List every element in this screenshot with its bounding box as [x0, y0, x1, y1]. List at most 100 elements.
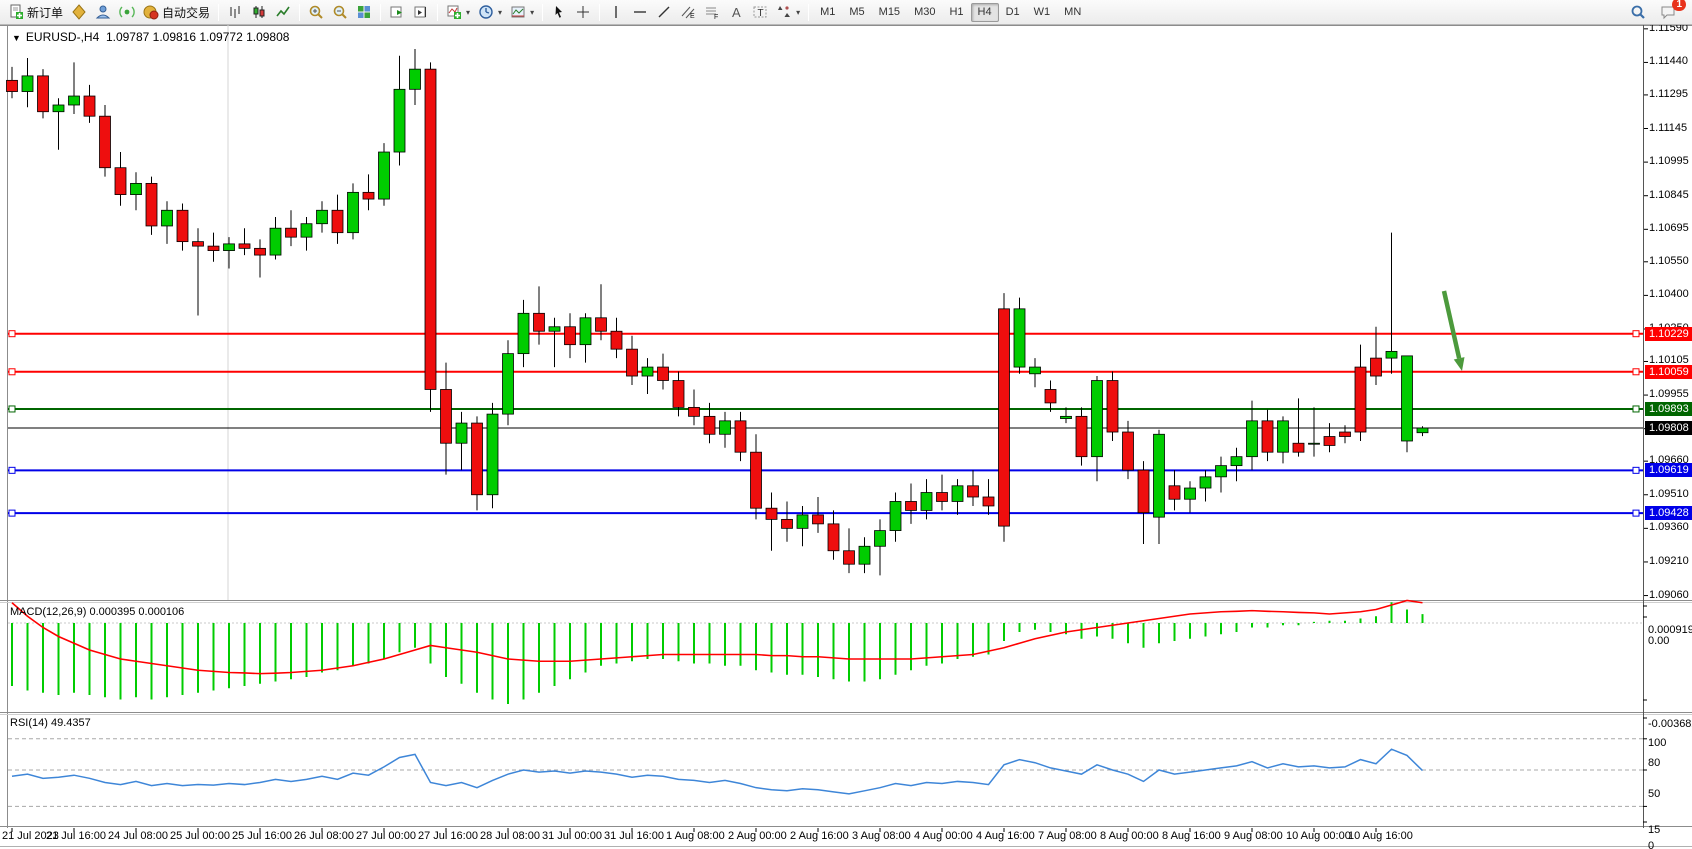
time-axis-label: 2 Aug 00:00 [728, 830, 787, 842]
new-order-button[interactable]: 新订单 [4, 2, 67, 23]
candle-body [207, 245, 220, 251]
zoom-in-button[interactable] [304, 2, 328, 23]
price-axis-label: 1.11440 [1649, 55, 1688, 68]
candle-body [765, 507, 778, 520]
time-axis-label: 9 Aug 08:00 [1224, 830, 1283, 842]
candle-body [316, 209, 328, 225]
fibonacci-button[interactable]: F [700, 2, 724, 23]
price-axis-label: 1.10550 [1649, 254, 1689, 267]
candle-body [1277, 420, 1289, 453]
candle-body [1401, 355, 1413, 442]
candle-body [889, 501, 902, 531]
hline-anchor-square[interactable] [8, 330, 16, 338]
periods-button[interactable]: ▾ [474, 2, 506, 23]
hline-anchor-square[interactable] [8, 368, 16, 376]
auto-trading-button[interactable]: 自动交易 [139, 2, 214, 23]
timeframe-mn-button[interactable]: MN [1064, 6, 1082, 18]
navigator-button[interactable] [91, 2, 115, 23]
zoom-out-button[interactable] [328, 2, 352, 23]
bar-chart-button[interactable] [223, 2, 247, 23]
candle-body [130, 182, 142, 195]
hline-anchor-square[interactable] [1632, 368, 1640, 376]
notifications-button[interactable]: 1 [1656, 0, 1686, 23]
hline-anchor-square[interactable] [1632, 405, 1640, 413]
candle-body [1184, 487, 1196, 500]
chart-canvas[interactable] [0, 25, 1692, 849]
candle-body [579, 317, 592, 346]
candle-body [796, 514, 809, 529]
candle-body [1416, 427, 1429, 434]
candle-body [145, 182, 158, 227]
market-watch-button[interactable] [67, 2, 91, 23]
timeframe-m30-button[interactable]: M30 [914, 6, 936, 18]
time-axis-label: 31 Jul 16:00 [604, 830, 664, 842]
toolbar-separator [599, 3, 601, 21]
time-axis-label: 31 Jul 00:00 [542, 830, 602, 842]
tile-windows-button[interactable] [352, 2, 376, 23]
arrows-button[interactable]: ▾ [772, 2, 804, 23]
search-button[interactable] [1626, 2, 1650, 23]
hline-anchor-square[interactable] [1632, 466, 1640, 474]
candle-body [378, 151, 390, 200]
hline-anchor-square[interactable] [8, 509, 16, 517]
trendline-button[interactable] [652, 2, 676, 23]
horizontal-line-button[interactable] [628, 2, 652, 23]
time-axis-label: 8 Aug 16:00 [1162, 830, 1221, 842]
candle-body [967, 485, 979, 498]
signals-button[interactable] [115, 2, 139, 23]
auto-scroll-button[interactable] [385, 2, 409, 23]
equidistant-channel-button[interactable]: E [676, 2, 700, 23]
hline-anchor-square[interactable] [8, 466, 16, 474]
autotrade-icon [143, 5, 159, 20]
candlestick-chart-button[interactable] [247, 2, 271, 23]
timeframe-d1-button[interactable]: D1 [1005, 6, 1020, 18]
dropdown-arrow-icon[interactable]: ▾ [796, 7, 801, 17]
annotation-arrow-head[interactable] [1453, 357, 1465, 371]
candle-body [936, 492, 948, 502]
cursor-button[interactable] [547, 2, 571, 23]
candle-body [424, 68, 437, 390]
timeframe-m1-button[interactable]: M1 [820, 6, 836, 18]
dropdown-arrow-icon[interactable]: ▾ [498, 7, 503, 17]
indicators-button[interactable]: ▾ [442, 2, 474, 23]
line-chart-button[interactable] [271, 2, 295, 23]
collapse-icon[interactable]: ▼ [12, 33, 21, 43]
chart-area[interactable]: ▼ EURUSD-,H4 1.09787 1.09816 1.09772 1.09… [0, 22, 1692, 849]
candle-body [1230, 456, 1243, 467]
time-axis-label: 24 Jul 08:00 [108, 830, 168, 842]
timeframe-m5-button[interactable]: M5 [849, 6, 865, 18]
price-axis-label: 1.09955 [1649, 388, 1689, 401]
fibo-icon: F [706, 7, 718, 20]
macd-scale-label: 0.00 [1648, 635, 1670, 647]
price-axis-label: 1.10695 [1649, 222, 1689, 235]
bars-icon [230, 6, 240, 18]
text-button[interactable]: A [724, 2, 748, 23]
macd-scale-label: -0.003682 [1648, 718, 1692, 730]
time-axis-label: 1 Aug 08:00 [666, 830, 725, 842]
vertical-line-button[interactable] [604, 2, 628, 23]
annotation-arrow[interactable] [1441, 290, 1462, 359]
toolbar-right-group: 1 [1626, 0, 1688, 23]
candle-body [1308, 442, 1320, 445]
candle-body [99, 115, 111, 169]
dropdown-arrow-icon[interactable]: ▾ [530, 7, 535, 17]
hline-anchor-square[interactable] [8, 405, 16, 413]
vline-icon [615, 6, 617, 18]
chart-shift-button[interactable] [409, 2, 433, 23]
svg-text:F: F [714, 14, 718, 20]
templates-button[interactable]: ▾ [506, 2, 538, 23]
text-label-button[interactable]: T [748, 2, 772, 23]
candle-body [114, 167, 127, 195]
candle-body [858, 545, 871, 565]
timeframe-h1-button[interactable]: H1 [949, 6, 964, 18]
candle-body [238, 243, 251, 249]
hline-anchor-square[interactable] [1632, 509, 1640, 517]
text-a-icon: A [732, 5, 741, 20]
svg-text:E: E [690, 13, 695, 20]
timeframe-m15-button[interactable]: M15 [878, 6, 901, 18]
crosshair-button[interactable] [571, 2, 595, 23]
timeframe-h4-button[interactable]: H4 [970, 2, 999, 22]
dropdown-arrow-icon[interactable]: ▾ [466, 7, 471, 17]
timeframe-w1-button[interactable]: W1 [1033, 6, 1051, 18]
hline-anchor-square[interactable] [1632, 330, 1640, 338]
